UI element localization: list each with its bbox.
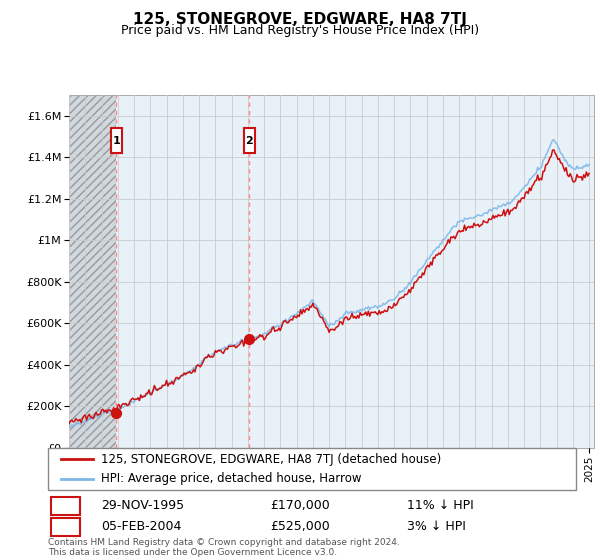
Text: Contains HM Land Registry data © Crown copyright and database right 2024.
This d: Contains HM Land Registry data © Crown c… [48,538,400,557]
Text: 1: 1 [112,136,120,146]
Bar [50,518,80,536]
Text: 29-NOV-1995: 29-NOV-1995 [101,499,184,512]
Text: Price paid vs. HM Land Registry's House Price Index (HPI): Price paid vs. HM Land Registry's House … [121,24,479,36]
Text: 2: 2 [245,136,253,146]
Text: 11% ↓ HPI: 11% ↓ HPI [407,499,474,512]
Bar [244,128,255,153]
Text: HPI: Average price, detached house, Harrow: HPI: Average price, detached house, Harr… [101,472,361,485]
Text: £525,000: £525,000 [270,520,329,534]
Text: £170,000: £170,000 [270,499,329,512]
Text: 125, STONEGROVE, EDGWARE, HA8 7TJ: 125, STONEGROVE, EDGWARE, HA8 7TJ [133,12,467,27]
Text: 125, STONEGROVE, EDGWARE, HA8 7TJ (detached house): 125, STONEGROVE, EDGWARE, HA8 7TJ (detac… [101,453,441,466]
Bar [110,128,122,153]
Bar [69,95,116,448]
Text: 2: 2 [61,520,70,534]
Text: 1: 1 [61,499,70,512]
Bar [50,497,80,515]
Text: 3% ↓ HPI: 3% ↓ HPI [407,520,466,534]
Text: 05-FEB-2004: 05-FEB-2004 [101,520,181,534]
